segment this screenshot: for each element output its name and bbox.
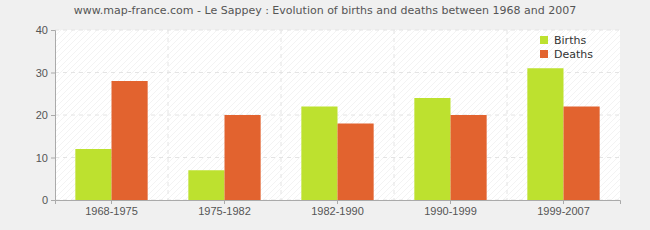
legend-label: Births: [554, 34, 586, 47]
y-tick-mark: [51, 30, 55, 31]
bar: [301, 107, 337, 201]
legend: BirthsDeaths: [540, 34, 593, 61]
x-axis: 1968-1975 1975-1982 1982-1990 1990-1999 1999…: [56, 200, 621, 217]
bar: [527, 68, 563, 200]
legend-entry: Deaths: [540, 48, 593, 61]
legend-swatch: [540, 36, 548, 44]
y-tick-mark: [51, 73, 55, 74]
chart: www.map-france.com - Le Sappey : Evoluti…: [0, 0, 650, 230]
x-tick-mark: [224, 200, 225, 204]
plot: 0 10 20 30 40 1968-1975 1975-1982 1982-1990 1990…: [36, 24, 621, 217]
y-tick-label: 10: [36, 152, 48, 164]
bar: [112, 81, 148, 200]
legend-swatch: [540, 50, 548, 58]
x-tick-label: 1982-1990: [311, 205, 364, 217]
y-tick: 30: [36, 67, 55, 79]
title: www.map-france.com - Le Sappey : Evoluti…: [74, 4, 577, 17]
bar: [451, 115, 487, 200]
legend-entry: Births: [540, 34, 586, 47]
x-tick-label: 1999-2007: [537, 205, 590, 217]
y-tick: 10: [36, 152, 55, 164]
y-tick: 0: [42, 194, 55, 206]
legend-label: Deaths: [554, 48, 593, 61]
grid-line: [55, 30, 620, 31]
grid-line-vertical: [168, 30, 169, 200]
bar: [75, 149, 111, 200]
plot-background: [55, 30, 620, 200]
bar: [564, 107, 600, 201]
y-tick-label: 20: [36, 109, 48, 121]
grid: [55, 30, 620, 200]
y-tick: 20: [36, 109, 55, 121]
background: [0, 0, 650, 230]
y-tick-label: 40: [36, 24, 48, 36]
y-tick-label: 0: [42, 194, 48, 206]
y-tick: 40: [36, 24, 55, 36]
x-axis-line: [56, 201, 621, 205]
x-tick: 1975-1982: [198, 200, 251, 217]
x-tick: 1990-1999: [424, 200, 477, 217]
x-tick-label: 1975-1982: [198, 205, 251, 217]
x-tick: 1968-1975: [85, 200, 138, 217]
x-tick-mark: [450, 200, 451, 204]
y-tick-mark: [51, 200, 55, 201]
x-tick-mark: [563, 200, 564, 204]
x-tick-label: 1990-1999: [424, 205, 477, 217]
x-tick-label: 1968-1975: [85, 205, 138, 217]
bar: [414, 98, 450, 200]
bar: [188, 170, 224, 200]
x-tick: 1999-2007: [537, 200, 590, 217]
grid-line-vertical: [394, 30, 395, 200]
y-tick-mark: [51, 115, 55, 116]
bar: [225, 115, 261, 200]
bar: [338, 124, 374, 201]
grid-line-vertical: [281, 30, 282, 200]
y-tick-label: 30: [36, 67, 48, 79]
x-tick-mark: [337, 200, 338, 204]
y-axis: 0 10 20 30 40: [36, 24, 56, 206]
bars: [75, 68, 599, 200]
x-tick: 1982-1990: [311, 200, 364, 217]
y-tick-mark: [51, 158, 55, 159]
y-axis-line: [51, 31, 56, 201]
grid-line-vertical: [507, 30, 508, 200]
x-tick-mark: [111, 200, 112, 204]
